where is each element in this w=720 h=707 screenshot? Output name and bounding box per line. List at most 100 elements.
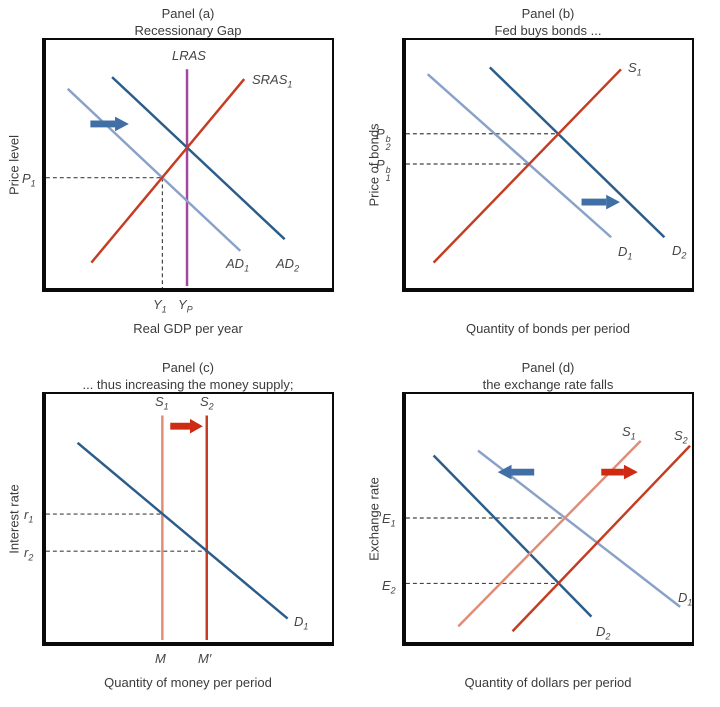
panel-b-title-line1: Panel (b) [521,6,575,21]
panel-a-title: Panel (a) Recessionary Gap [42,5,334,39]
money-s2-label-main: S [200,394,209,409]
p2b-tick-sub: 2 [385,142,391,152]
p2b-tick-main: P [376,126,385,141]
sras1-label-sub: 1 [287,79,293,90]
bond-s1-line [432,68,622,264]
m-quantity-tick: M [155,651,166,666]
bond-s1-curve-label: S1 [628,60,642,78]
e1-rate-tick: E1 [382,511,396,529]
panel-d: Panel (d) the exchange rate falls Exchan… [360,354,720,707]
p1-tick-main: P [22,171,31,186]
panel-d-x-axis-label: Quantity of dollars per period [464,675,632,690]
r1-rate-tick: r1 [24,507,34,525]
bond-d1-label-sub: 1 [627,251,633,262]
p1b-tick-sup: b [385,165,391,175]
panel-a-y-axis-label: Price level [6,135,22,195]
yp-tick-main: Y [178,297,187,312]
lras-curve-label: LRAS [172,48,206,63]
dollar-s2-label-main: S [674,428,683,443]
dollar-s1-label-sub: 1 [630,431,636,442]
money-d1-label-main: D [294,614,304,629]
panel-d-title: Panel (d) the exchange rate falls [402,359,694,393]
panel-b-plot-area: S1 D1 D2 [402,38,694,292]
money-d1-curve-label: D1 [294,614,309,632]
panel-a-x-axis-label: Real GDP per year [133,321,243,336]
panel-a-chart [46,69,286,288]
panel-b-chart [406,66,666,264]
r2-tick-main: r [24,545,29,560]
ad1-label-sub: 1 [244,263,250,274]
panel-d-chart [406,440,691,633]
panel-a-title-line2: Recessionary Gap [134,23,242,38]
money-supply-arrow-head [189,418,203,434]
p1b-tick-sub: 1 [385,173,391,183]
ad2-label-main: AD [276,256,295,271]
r2-tick-sub: 2 [28,552,34,563]
panel-c-title: Panel (c) ... thus increasing the money … [42,359,334,393]
panel-a-plot-area: LRAS SRAS1 AD1 AD2 [42,38,334,292]
p1-tick-sub: 1 [30,178,36,189]
dollar-s2-curve-label: S2 [674,428,688,446]
lras-label-text: LRAS [172,48,206,63]
panel-c-plot-area: S1 S2 D1 [42,392,334,646]
ad2-label-sub: 2 [294,263,300,274]
ad-shift-right-arrow-head [115,116,129,132]
money-s1-curve-label: S1 [155,394,169,411]
ad1-label-main: AD [226,256,245,271]
panel-d-y-axis-label: Exchange rate [366,477,382,561]
dollar-d1-line [477,449,681,608]
mprime-quantity-tick: M′ [198,651,211,666]
dollar-s2-label-sub: 2 [682,435,688,446]
ad2-line [111,76,286,241]
money-d1-label-sub: 1 [303,621,309,632]
dollar-s2-line [511,444,691,633]
panel-c-title-line1: Panel (c) [161,360,215,375]
ad1-line [66,87,242,252]
yp-tick-sub: P [186,304,193,315]
ad-shift-right-arrow [90,116,129,132]
e1-tick-sub: 1 [390,518,396,529]
dollar-d2-label-sub: 2 [605,631,611,642]
bond-demand-shift-right-arrow [581,194,621,210]
money-s1-label-main: S [155,394,164,409]
money-d1-line [76,441,289,620]
dollar-supply-shift-right-arrow [601,464,638,480]
panel-d-title-line2: the exchange rate falls [482,377,614,392]
e2-tick-main: E [382,578,391,593]
y1-tick-main: Y [153,297,162,312]
dollar-s1-label-main: S [622,424,631,439]
p1-price-tick: P1 [22,171,36,189]
panel-c: Panel (c) ... thus increasing the money … [0,354,360,707]
panel-c-x-axis-label: Quantity of money per period [104,675,272,690]
ad2-curve-label: AD2 [276,256,300,274]
bond-d1-label-main: D [618,244,628,259]
r1-tick-sub: 1 [28,514,34,525]
bond-d2-label-sub: 2 [681,250,687,261]
panel-b-x-axis-label: Quantity of bonds per period [465,321,631,336]
bond-d2-curve-label: D2 [672,243,687,261]
dollar-s1-curve-label: S1 [622,424,636,442]
p1b-tick-main: P [376,157,385,172]
bond-d1-curve-label: D1 [618,244,633,262]
panel-b: Panel (b) Fed buys bonds ... Price of bo… [360,0,720,353]
money-s2-label-sub: 2 [208,401,214,412]
bond-d1-line [426,73,612,239]
dollar-demand-shift-left-arrow [497,464,535,480]
bond-demand-arrow-head [606,194,621,210]
sras1-label-main: SRAS [252,72,288,87]
mprime-tick-text: M′ [198,651,212,666]
panel-c-title-line2: ... thus increasing the money supply; [82,377,294,392]
e2-tick-sub: 2 [390,585,396,596]
money-supply-shift-right-arrow [170,418,203,434]
sras1-line [90,78,246,264]
panel-d-plot-area: S1 S2 D1 D2 [402,392,694,646]
dollar-demand-arrow-head [497,464,512,480]
panel-b-title-line2: Fed buys bonds ... [494,23,602,38]
bond-s1-label-sub: 1 [636,67,642,78]
bond-s1-label-main: S [628,60,637,75]
r2-rate-tick: r2 [24,545,34,563]
p2b-tick-sup: b [385,134,391,144]
